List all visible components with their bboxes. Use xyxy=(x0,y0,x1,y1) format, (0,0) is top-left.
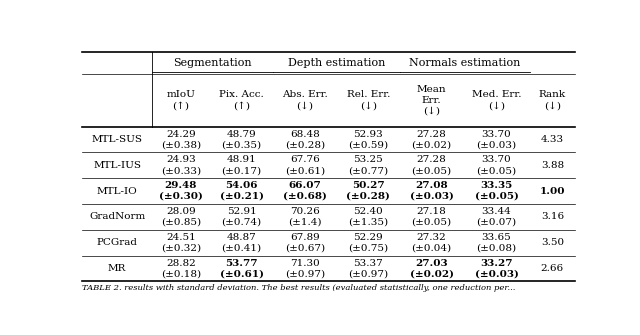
Text: 67.89
(±0.67): 67.89 (±0.67) xyxy=(285,233,325,253)
Text: 27.18
(±0.05): 27.18 (±0.05) xyxy=(412,207,452,227)
Text: 27.03
(±0.02): 27.03 (±0.02) xyxy=(410,259,454,278)
Text: Rank
(↓): Rank (↓) xyxy=(539,90,566,110)
Text: 33.27
(±0.03): 33.27 (±0.03) xyxy=(475,259,518,278)
Text: 33.70
(±0.05): 33.70 (±0.05) xyxy=(476,155,516,175)
Text: 4.33: 4.33 xyxy=(541,135,564,144)
Text: 52.93
(±0.59): 52.93 (±0.59) xyxy=(348,130,388,149)
Text: Segmentation: Segmentation xyxy=(173,58,252,68)
Text: 52.91
(±0.74): 52.91 (±0.74) xyxy=(221,207,262,227)
Text: 67.76
(±0.61): 67.76 (±0.61) xyxy=(285,155,325,175)
Text: 27.08
(±0.03): 27.08 (±0.03) xyxy=(410,181,454,201)
Text: 24.29
(±0.38): 24.29 (±0.38) xyxy=(161,130,201,149)
Text: Mean
Err.
(↓): Mean Err. (↓) xyxy=(417,85,447,116)
Text: Rel. Err.
(↓): Rel. Err. (↓) xyxy=(347,90,390,110)
Text: 28.82
(±0.18): 28.82 (±0.18) xyxy=(161,259,201,278)
Text: 3.16: 3.16 xyxy=(541,212,564,221)
Text: TABLE 2. results with standard deviation. The best results (evaluated statistica: TABLE 2. results with standard deviation… xyxy=(83,284,516,292)
Text: 29.48
(±0.30): 29.48 (±0.30) xyxy=(159,181,203,201)
Text: 68.48
(±0.28): 68.48 (±0.28) xyxy=(285,130,325,149)
Text: 53.25
(±0.77): 53.25 (±0.77) xyxy=(348,155,388,175)
Text: 33.44
(±0.07): 33.44 (±0.07) xyxy=(476,207,516,227)
Text: 3.88: 3.88 xyxy=(541,161,564,170)
Text: 48.87
(±0.41): 48.87 (±0.41) xyxy=(221,233,262,253)
Text: 52.40
(±1.35): 52.40 (±1.35) xyxy=(348,207,388,227)
Text: mIoU
(↑): mIoU (↑) xyxy=(166,90,195,110)
Text: MTL-SUS: MTL-SUS xyxy=(92,135,143,144)
Text: 33.70
(±0.03): 33.70 (±0.03) xyxy=(476,130,516,149)
Text: 70.26
(±1.4): 70.26 (±1.4) xyxy=(288,207,322,227)
Text: Normals estimation: Normals estimation xyxy=(409,58,520,68)
Text: 53.77
(±0.61): 53.77 (±0.61) xyxy=(220,259,264,278)
Text: Depth estimation: Depth estimation xyxy=(288,58,385,68)
Text: 71.30
(±0.97): 71.30 (±0.97) xyxy=(285,259,325,278)
Text: 50.27
(±0.28): 50.27 (±0.28) xyxy=(346,181,390,201)
Text: 33.35
(±0.05): 33.35 (±0.05) xyxy=(475,181,518,201)
Text: 53.37
(±0.97): 53.37 (±0.97) xyxy=(348,259,388,278)
Text: PCGrad: PCGrad xyxy=(97,238,138,247)
Text: 54.06
(±0.21): 54.06 (±0.21) xyxy=(220,181,264,201)
Text: 2.66: 2.66 xyxy=(541,264,564,273)
Text: Abs. Err.
(↓): Abs. Err. (↓) xyxy=(282,90,328,110)
Text: Pix. Acc.
(↑): Pix. Acc. (↑) xyxy=(219,90,264,110)
Text: 1.00: 1.00 xyxy=(540,187,565,196)
Text: 24.51
(±0.32): 24.51 (±0.32) xyxy=(161,233,201,253)
Text: 48.91
(±0.17): 48.91 (±0.17) xyxy=(221,155,262,175)
Text: 33.65
(±0.08): 33.65 (±0.08) xyxy=(476,233,516,253)
Text: 48.79
(±0.35): 48.79 (±0.35) xyxy=(221,130,262,149)
Text: GradNorm: GradNorm xyxy=(89,212,145,221)
Text: 27.28
(±0.02): 27.28 (±0.02) xyxy=(412,130,452,149)
Text: 52.29
(±0.75): 52.29 (±0.75) xyxy=(348,233,388,253)
Text: 3.50: 3.50 xyxy=(541,238,564,247)
Text: Med. Err.
(↓): Med. Err. (↓) xyxy=(472,90,522,110)
Text: 27.28
(±0.05): 27.28 (±0.05) xyxy=(412,155,452,175)
Text: MTL-IO: MTL-IO xyxy=(97,187,138,196)
Text: 27.32
(±0.04): 27.32 (±0.04) xyxy=(412,233,452,253)
Text: MR: MR xyxy=(108,264,126,273)
Text: 66.07
(±0.68): 66.07 (±0.68) xyxy=(283,181,327,201)
Text: MTL-IUS: MTL-IUS xyxy=(93,161,141,170)
Text: 24.93
(±0.33): 24.93 (±0.33) xyxy=(161,155,201,175)
Text: 28.09
(±0.85): 28.09 (±0.85) xyxy=(161,207,201,227)
